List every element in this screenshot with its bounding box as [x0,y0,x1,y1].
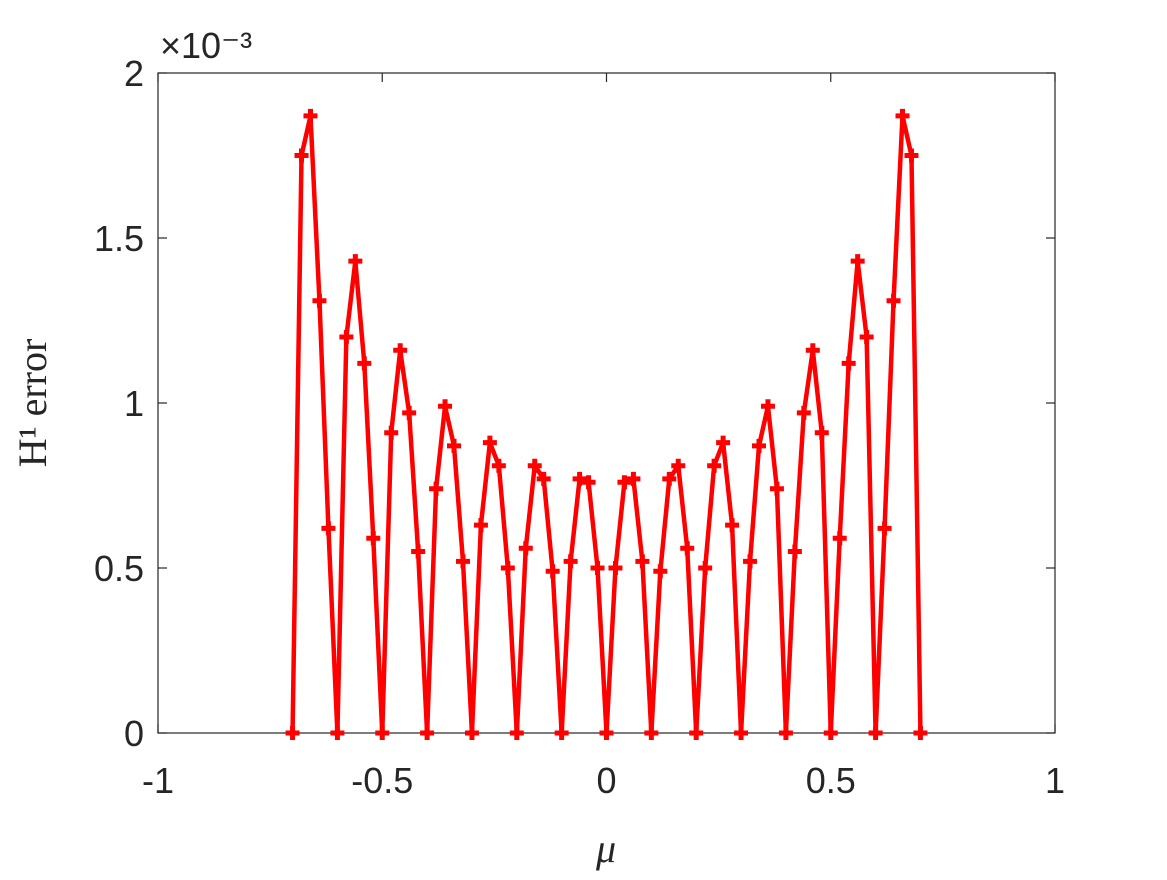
data-marker [527,458,542,473]
data-marker [698,561,713,575]
x-axis-label: μ [595,826,616,871]
data-marker [778,726,793,740]
data-marker [671,458,686,473]
data-marker [330,726,345,740]
data-marker [662,471,677,486]
data-marker [554,726,569,740]
data-marker [339,330,354,344]
data-marker [285,726,300,740]
y-tick-label: 0 [124,713,144,754]
x-tick-label: -0.5 [351,760,413,801]
data-marker [599,726,614,740]
data-marker [357,356,372,371]
data-marker [886,293,901,308]
data-marker [841,356,856,371]
data-marker [482,435,497,450]
data-marker [832,531,847,546]
data-marker [814,425,829,440]
data-marker [572,471,587,486]
data-marker [590,561,605,575]
y-tick-label: 1.5 [94,218,144,259]
data-marker [859,330,874,344]
y-tick-label: 2 [124,53,144,94]
data-marker [617,475,632,490]
data-marker [913,726,928,740]
data-marker [725,518,740,533]
data-marker [464,726,479,740]
data-marker [716,435,731,450]
data-marker [850,254,865,269]
data-marker [626,471,641,486]
data-marker [653,564,668,579]
data-marker [420,726,435,740]
data-marker [366,531,381,546]
axes-box [157,72,1056,734]
data-marker [429,481,444,496]
data-marker [680,541,695,556]
data-marker [751,438,766,453]
data-marker [500,561,515,575]
data-marker [375,726,390,740]
data-marker [787,544,802,559]
y-tick-label: 0.5 [94,548,144,589]
data-marker [805,343,820,358]
data-marker [447,438,462,453]
data-marker [877,521,892,536]
data-marker [635,554,650,569]
data-marker [563,554,578,569]
x-tick-label: 0 [596,760,616,801]
data-marker [734,726,749,740]
data-marker [760,399,775,414]
data-marker [895,108,910,123]
data-marker [294,148,309,163]
data-marker [411,544,426,559]
y-multiplier: ×10⁻³ [160,25,252,66]
data-marker [455,554,470,569]
x-tick-label: 1 [1045,760,1065,801]
data-marker [823,726,838,740]
data-marker [904,148,919,163]
data-marker [545,564,560,579]
y-axis-label: H¹ error [10,339,55,468]
data-marker [689,726,704,740]
data-marker [491,458,506,473]
data-marker [473,518,488,533]
data-marker [581,475,596,490]
data-marker [769,481,784,496]
data-marker [348,254,363,269]
data-marker [518,541,533,556]
data-marker [438,399,453,414]
y-tick-label: 1 [124,383,144,424]
x-tick-label: -1 [142,760,174,801]
data-marker [536,471,551,486]
data-marker [509,726,524,740]
data-marker [868,726,883,740]
data-marker [384,425,399,440]
data-marker [303,108,318,123]
data-marker [321,521,336,536]
data-marker [393,343,408,358]
data-marker [644,726,659,740]
data-marker [707,458,722,473]
x-tick-label: 0.5 [806,760,856,801]
data-marker [743,554,758,569]
data-marker [608,561,623,575]
data-marker [402,405,417,420]
data-marker [796,405,811,420]
data-marker [312,293,327,308]
